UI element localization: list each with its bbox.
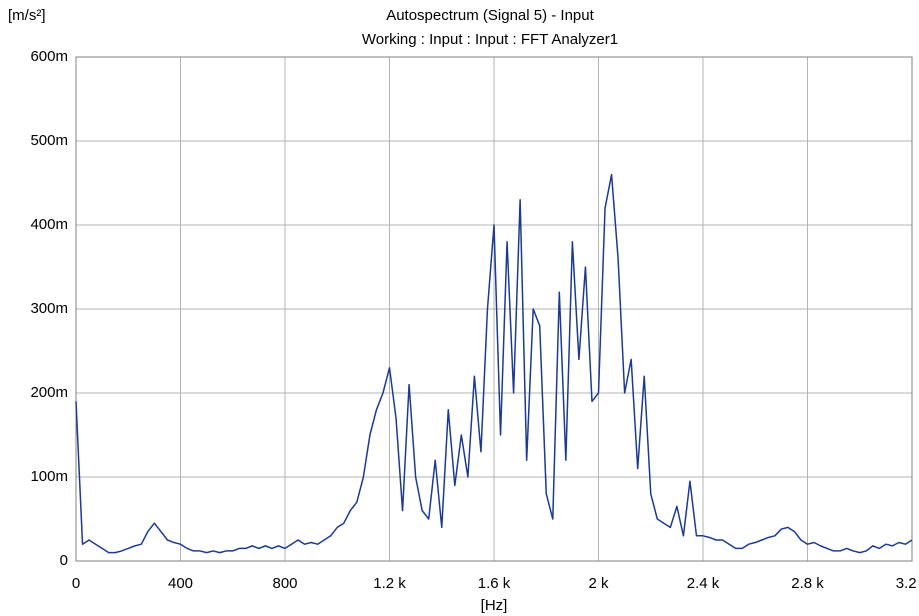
x-axis-label: [Hz] — [481, 597, 508, 614]
y-tick-label: 100m — [30, 468, 68, 485]
plot-frame — [75, 56, 913, 562]
x-tick-label: 1.2 k — [373, 575, 406, 592]
y-axis-label: [m/s²] — [8, 7, 46, 24]
x-tick-label: 400 — [168, 575, 193, 592]
chart-title: Autospectrum (Signal 5) - Input — [386, 7, 594, 24]
x-tick-label: 800 — [272, 575, 297, 592]
x-tick-label: 1.6 k — [478, 575, 511, 592]
x-tick-label: 2.8 k — [791, 575, 824, 592]
x-tick-label: 3.2 k — [896, 575, 919, 592]
y-tick-label: 200m — [30, 384, 68, 401]
x-tick-label: 2 k — [588, 575, 609, 592]
y-tick-label: 400m — [30, 216, 68, 233]
y-tick-label: 0 — [60, 552, 68, 569]
x-tick-label: 2.4 k — [687, 575, 720, 592]
data-line — [75, 173, 913, 554]
chart-subtitle: Working : Input : Input : FFT Analyzer1 — [362, 31, 618, 48]
y-tick-label: 600m — [30, 48, 68, 65]
x-tick-label: 0 — [72, 575, 80, 592]
y-tick-label: 300m — [30, 300, 68, 317]
y-tick-label: 500m — [30, 132, 68, 149]
